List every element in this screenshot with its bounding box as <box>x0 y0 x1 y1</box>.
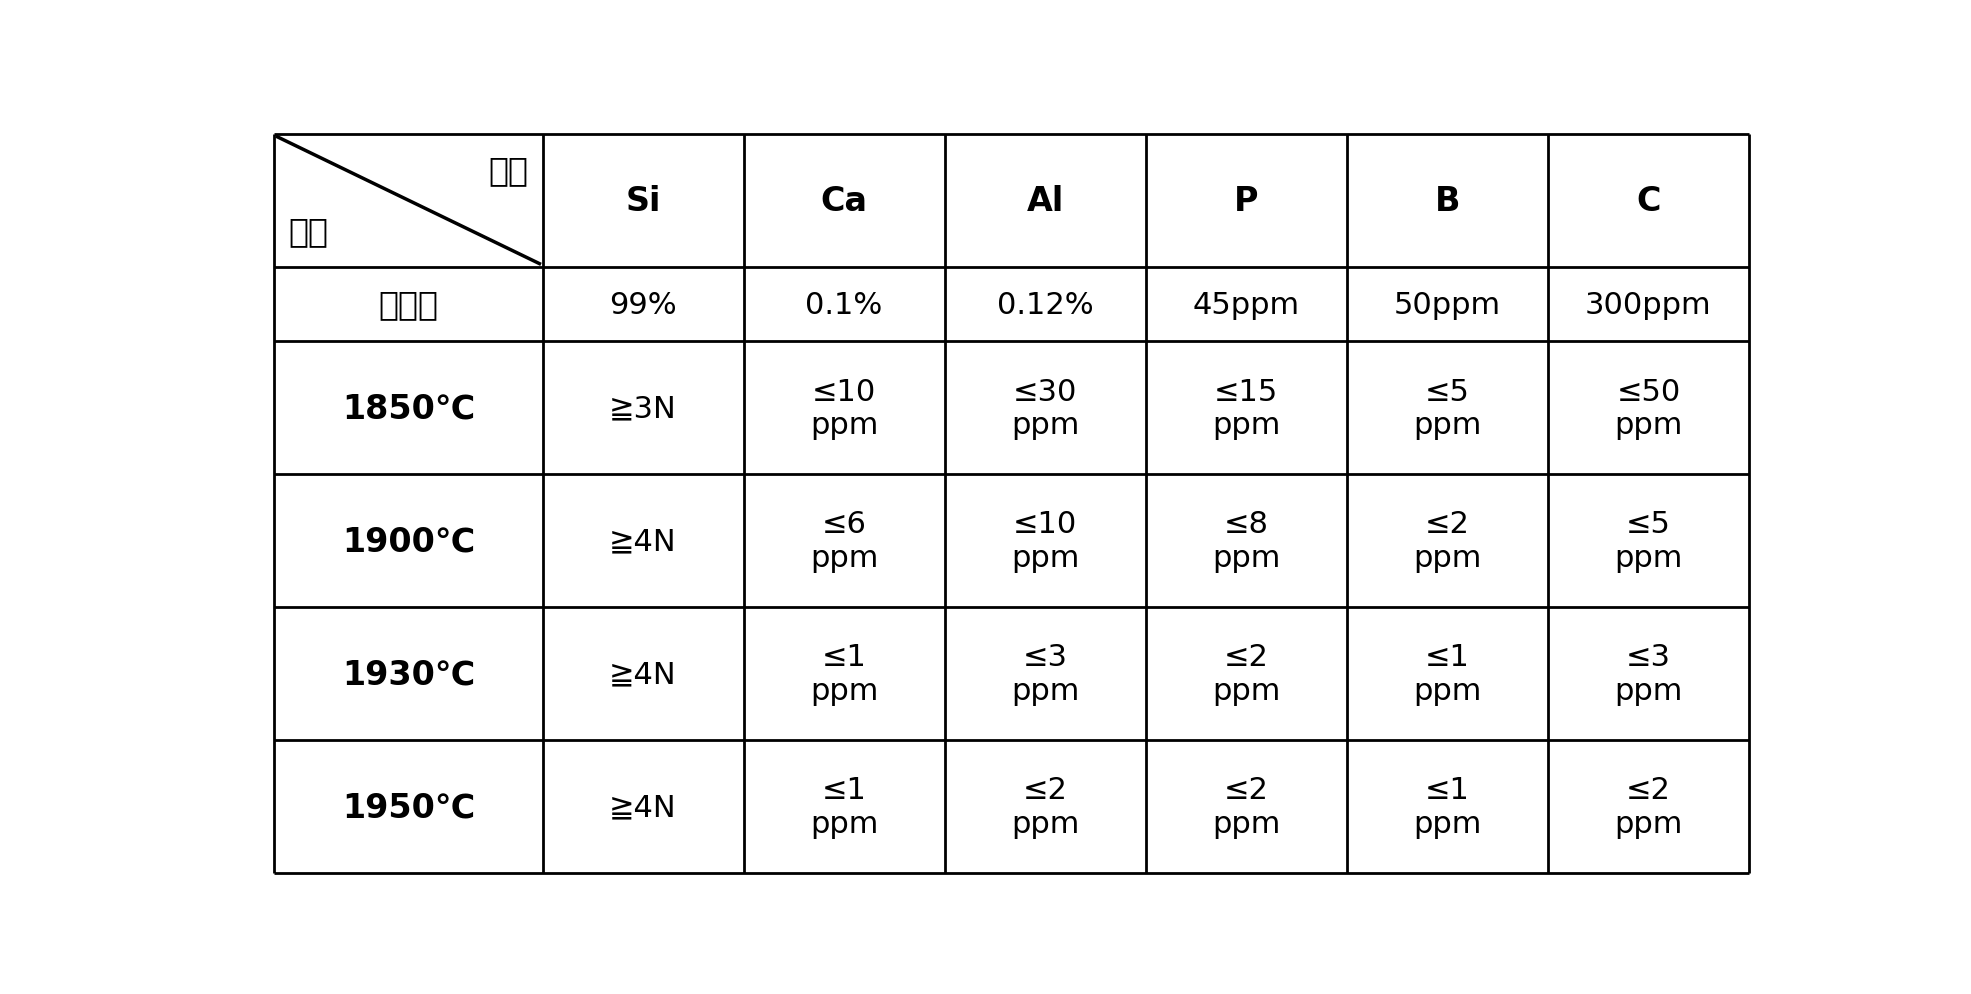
Text: B: B <box>1435 185 1461 218</box>
Text: 99%: 99% <box>609 290 676 319</box>
Text: 1850℃: 1850℃ <box>341 392 475 425</box>
Text: ≧3N: ≧3N <box>609 394 676 423</box>
Text: 1930℃: 1930℃ <box>341 657 475 691</box>
Text: ≧4N: ≧4N <box>609 659 676 689</box>
Text: ≤2
ppm: ≤2 ppm <box>1413 510 1482 573</box>
Text: ≧4N: ≧4N <box>609 792 676 821</box>
Text: 300ppm: 300ppm <box>1585 290 1711 319</box>
Text: Si: Si <box>625 185 660 218</box>
Text: ≤50
ppm: ≤50 ppm <box>1614 377 1683 439</box>
Text: ≤2
ppm: ≤2 ppm <box>1212 775 1281 838</box>
Text: 阶段: 阶段 <box>288 215 329 248</box>
Text: ≤5
ppm: ≤5 ppm <box>1413 377 1482 439</box>
Text: ≤1
ppm: ≤1 ppm <box>1413 643 1482 706</box>
Text: ≤30
ppm: ≤30 ppm <box>1011 377 1080 439</box>
Text: ≤1
ppm: ≤1 ppm <box>810 643 879 706</box>
Text: 1950℃: 1950℃ <box>341 790 475 823</box>
Text: ≤2
ppm: ≤2 ppm <box>1614 775 1683 838</box>
Text: ≤5
ppm: ≤5 ppm <box>1614 510 1683 573</box>
Text: 45ppm: 45ppm <box>1192 290 1299 319</box>
Text: Ca: Ca <box>820 185 867 218</box>
Text: 0.12%: 0.12% <box>997 290 1094 319</box>
Text: ≤8
ppm: ≤8 ppm <box>1212 510 1281 573</box>
Text: 1900℃: 1900℃ <box>341 525 475 558</box>
Text: ≤1
ppm: ≤1 ppm <box>810 775 879 838</box>
Text: ≤3
ppm: ≤3 ppm <box>1011 643 1080 706</box>
Text: ≤1
ppm: ≤1 ppm <box>1413 775 1482 838</box>
Text: ≤2
ppm: ≤2 ppm <box>1212 643 1281 706</box>
Text: Al: Al <box>1027 185 1064 218</box>
Text: ≤10
ppm: ≤10 ppm <box>810 377 879 439</box>
Text: P: P <box>1234 185 1259 218</box>
Text: C: C <box>1636 185 1662 218</box>
Text: ≤6
ppm: ≤6 ppm <box>810 510 879 573</box>
Text: ≧4N: ≧4N <box>609 527 676 556</box>
Text: ≤15
ppm: ≤15 ppm <box>1212 377 1281 439</box>
Text: 50ppm: 50ppm <box>1393 290 1500 319</box>
Text: ≤3
ppm: ≤3 ppm <box>1614 643 1683 706</box>
Text: 处理前: 处理前 <box>378 288 438 321</box>
Text: 元素: 元素 <box>489 154 528 187</box>
Text: 0.1%: 0.1% <box>806 290 883 319</box>
Text: ≤2
ppm: ≤2 ppm <box>1011 775 1080 838</box>
Text: ≤10
ppm: ≤10 ppm <box>1011 510 1080 573</box>
